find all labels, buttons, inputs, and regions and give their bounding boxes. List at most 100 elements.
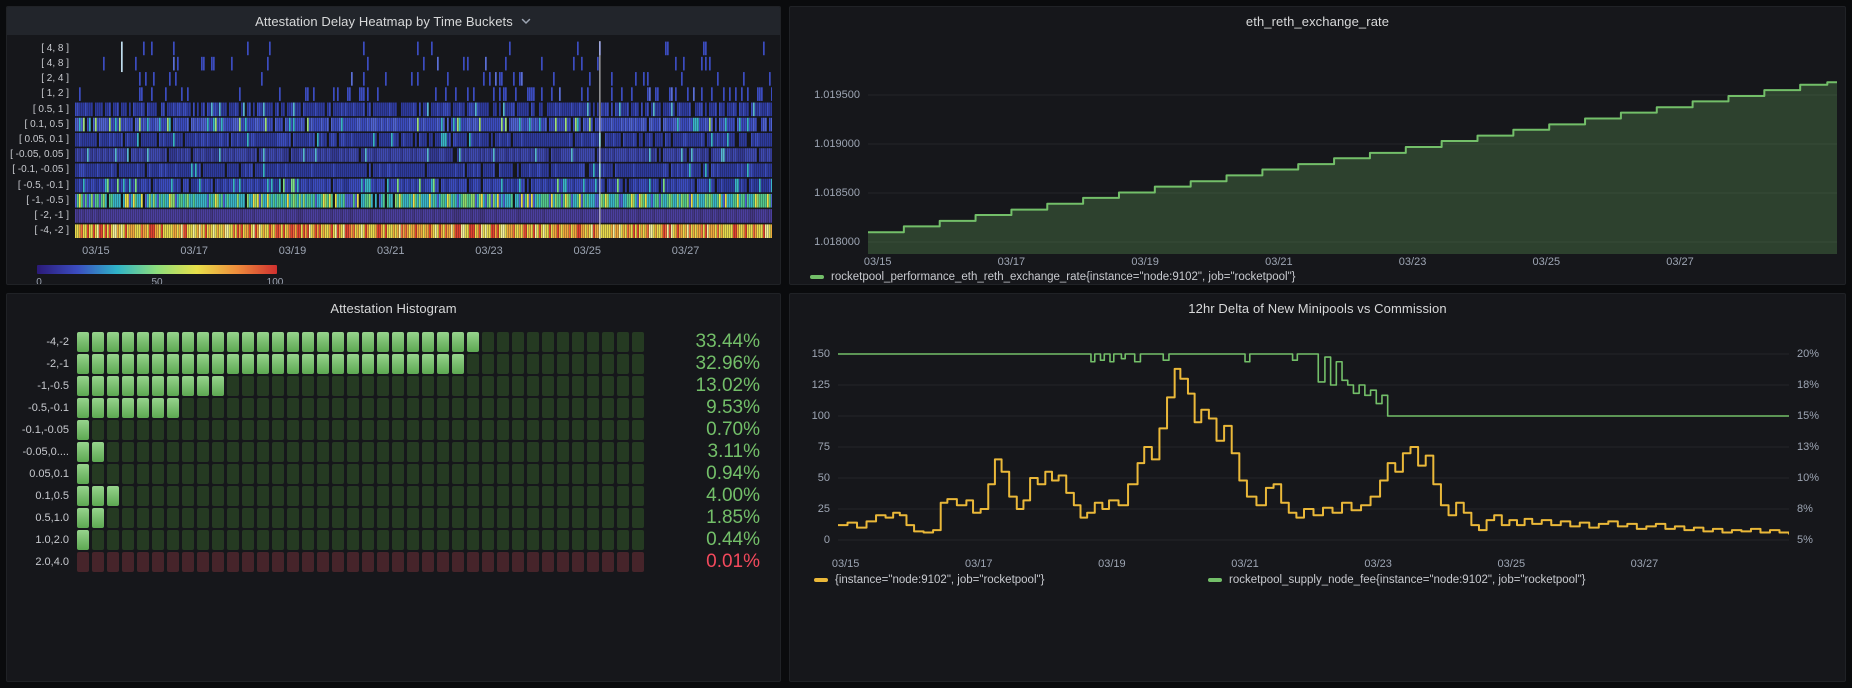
heatmap-chart: [ 4, 8 ] [ 4, 8 ] [ 2, 4 ] [ 1, 2 ] [ 0.5, 1… (7, 35, 780, 284)
histogram-cell (437, 354, 449, 374)
histogram-cell (632, 486, 644, 506)
panel-attestation-histogram: Attestation Histogram -4,-2 33.44% -2,-1 32… (6, 293, 781, 682)
histogram-cell (422, 398, 434, 418)
histogram-cell (302, 486, 314, 506)
histogram-cell (422, 420, 434, 440)
histogram-cell (452, 486, 464, 506)
histogram-cell (602, 530, 614, 550)
histogram-cell (602, 332, 614, 352)
histogram-cell (452, 552, 464, 572)
histogram-cell (512, 376, 524, 396)
histogram-cell (362, 420, 374, 440)
histogram-cell (512, 420, 524, 440)
histogram-cell (212, 486, 224, 506)
histogram-cell (242, 354, 254, 374)
x-axis-tick-label: 03/19 (278, 245, 307, 257)
histogram-row-cells (77, 354, 644, 374)
histogram-cell (167, 552, 179, 572)
histogram-cell (122, 442, 134, 462)
histogram-cell (272, 508, 284, 528)
histogram-cell (527, 376, 539, 396)
histogram-cell (197, 442, 209, 462)
histogram-cell (527, 442, 539, 462)
histogram-row-label: -0.5,-0.1 (28, 402, 69, 414)
histogram-cell (557, 530, 569, 550)
histogram-cell (452, 530, 464, 550)
histogram-cell (137, 508, 149, 528)
histogram-cell (422, 530, 434, 550)
y-axis-tick-label: 1.018500 (814, 187, 860, 199)
histogram-panel-header[interactable]: Attestation Histogram (7, 294, 780, 322)
histogram-cell (212, 442, 224, 462)
heatmap-y-bucket-label: [ 0.1, 0.5 ] (24, 118, 69, 130)
left-axis-tick-label: 125 (811, 379, 830, 391)
histogram-cell (437, 420, 449, 440)
histogram-row-value: 3.11% (707, 441, 760, 462)
histogram-cell (572, 552, 584, 572)
histogram-row-value: 9.53% (706, 397, 760, 418)
histogram-cell (227, 442, 239, 462)
histogram-cell (617, 530, 629, 550)
histogram-cell (272, 442, 284, 462)
histogram-cell (257, 442, 269, 462)
histogram-cell (212, 376, 224, 396)
histogram-cell (617, 486, 629, 506)
histogram-cell (122, 354, 134, 374)
exchange-plot-canvas[interactable] (868, 59, 1837, 254)
histogram-cell (452, 442, 464, 462)
histogram-cell (317, 420, 329, 440)
histogram-cell (557, 442, 569, 462)
heatmap-panel-title: Attestation Delay Heatmap by Time Bucket… (255, 13, 513, 29)
histogram-row-label: -4,-2 (46, 336, 69, 348)
heatmap-panel-header[interactable]: Attestation Delay Heatmap by Time Bucket… (7, 7, 780, 35)
x-axis-tick-label: 03/21 (1231, 558, 1259, 570)
heatmap-y-bucket-label: [ -1, -0.5 ] (26, 194, 69, 206)
histogram-cell (467, 552, 479, 572)
histogram-cell (77, 552, 89, 572)
histogram-cell (347, 442, 359, 462)
histogram-cell (137, 442, 149, 462)
histogram-cell (557, 508, 569, 528)
histogram-cell (242, 508, 254, 528)
histogram-cell (227, 530, 239, 550)
histogram-row-label: 0.1,0.5 (35, 490, 69, 502)
histogram-cell (92, 420, 104, 440)
histogram-cell (632, 354, 644, 374)
left-axis-tick-label: 100 (811, 410, 830, 422)
minipools-plot-canvas[interactable] (838, 342, 1789, 552)
minipools-legend-item-fee[interactable]: rocketpool_supply_node_fee{instance="nod… (1208, 574, 1586, 586)
x-axis-tick-label: 03/23 (475, 245, 503, 257)
histogram-cell (587, 530, 599, 550)
histogram-cell (227, 486, 239, 506)
histogram-cell (272, 398, 284, 418)
histogram-cell (182, 486, 194, 506)
histogram-cell (272, 464, 284, 484)
histogram-cell (92, 332, 104, 352)
histogram-cell (302, 354, 314, 374)
histogram-cell (587, 354, 599, 374)
histogram-cell (107, 354, 119, 374)
histogram-cell (467, 420, 479, 440)
histogram-cell (587, 420, 599, 440)
histogram-cell (347, 486, 359, 506)
histogram-cell (467, 442, 479, 462)
histogram-cell (122, 552, 134, 572)
histogram-cell (482, 508, 494, 528)
histogram-cell (452, 508, 464, 528)
exchange-panel-header[interactable]: eth_reth_exchange_rate (790, 7, 1845, 35)
histogram-cell (557, 464, 569, 484)
minipools-panel-header[interactable]: 12hr Delta of New Minipools vs Commissio… (790, 294, 1845, 322)
x-axis-tick-label: 03/15 (863, 256, 892, 268)
histogram-row: 2.0,4.0 0.01% (7, 551, 780, 572)
exchange-legend-item[interactable]: rocketpool_performance_eth_reth_exchange… (810, 271, 1296, 283)
x-axis-tick-label: 03/15 (82, 245, 110, 257)
histogram-cell (392, 530, 404, 550)
right-axis-tick-label: 18% (1797, 379, 1820, 391)
histogram-cell (362, 508, 374, 528)
histogram-cell (602, 464, 614, 484)
histogram-cell (497, 530, 509, 550)
histogram-cell (287, 442, 299, 462)
histogram-cell (377, 398, 389, 418)
heatmap-plot-canvas[interactable] (75, 41, 772, 239)
minipools-legend-item-delta[interactable]: {instance="node:9102", job="rocketpool"} (814, 574, 1044, 586)
